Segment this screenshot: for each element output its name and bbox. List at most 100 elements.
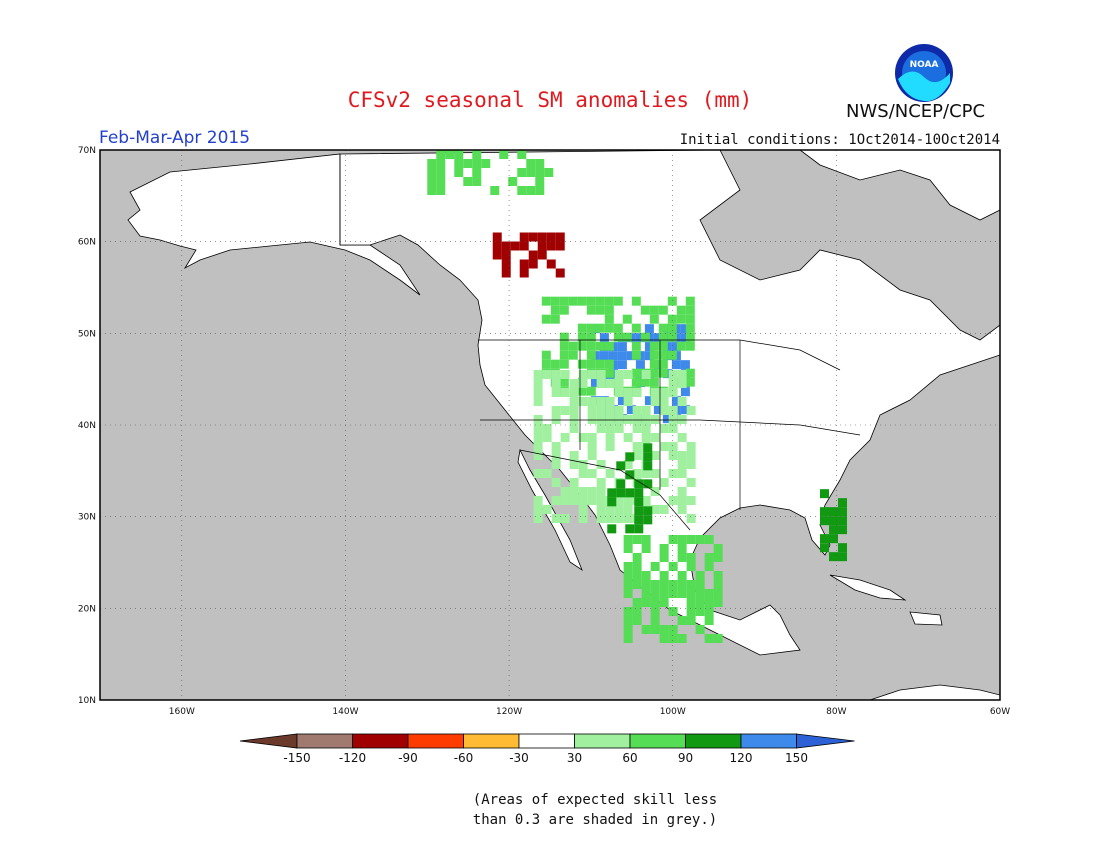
anomaly-cell-rockies-wet <box>677 496 687 505</box>
lon-tick-label: 60W <box>990 707 1010 715</box>
anomaly-cell-northern-plains-wet <box>617 351 627 361</box>
lat-tick-label: 40N <box>78 421 96 431</box>
anomaly-cell-canadian-prairies-wet <box>685 296 695 306</box>
legend-tick-label: -150 <box>283 751 310 765</box>
lon-tick-label: 160W <box>169 707 195 715</box>
anomaly-cell-alaska-north-wet <box>454 150 464 159</box>
cuba-land <box>829 574 907 601</box>
anomaly-cell-rockies-wet <box>677 379 687 388</box>
anomaly-cell-canadian-prairies-wet <box>604 296 614 306</box>
anomaly-cell-yukon-dry <box>501 241 511 251</box>
anomaly-cell-mexico-west-wet <box>632 616 642 625</box>
anomaly-cell-canadian-prairies-wet <box>595 296 605 306</box>
anomaly-cell-rockies-wet <box>569 451 579 460</box>
anomaly-cell-rockies-wet <box>668 415 678 424</box>
anomaly-cell-mexico-west-wet <box>641 589 651 598</box>
anomaly-cell-yukon-dry <box>501 268 511 278</box>
anomaly-cell-canadian-prairies-wet <box>613 296 623 306</box>
anomaly-cell-yukon-dry <box>528 250 538 260</box>
anomaly-cell-northern-plains-wet <box>671 360 681 370</box>
anomaly-cell-canadian-prairies-wet <box>631 350 641 360</box>
anomaly-cell-canadian-prairies-wet <box>586 332 596 342</box>
anomaly-cell-alaska-north-wet <box>454 168 464 177</box>
anomaly-cell-mexico-west-wet <box>623 607 633 616</box>
anomaly-cell-canadian-prairies-wet <box>667 332 677 342</box>
anomaly-cell-texas-mexico-wet <box>616 488 626 498</box>
anomaly-cell-alaska-north-wet <box>427 186 437 195</box>
anomaly-cell-rockies-wet <box>632 406 642 415</box>
legend-cell <box>518 733 575 749</box>
anomaly-cell-rockies-wet <box>605 406 615 415</box>
legend-tick-label: 150 <box>785 751 808 765</box>
anomaly-cell-mexico-west-wet <box>650 607 660 616</box>
anomaly-cell-rockies-wet <box>623 460 633 469</box>
anomaly-cell-texas-mexico-wet <box>643 479 653 489</box>
anomaly-cell-mexico-west-wet <box>677 544 687 553</box>
anomaly-cell-canadian-prairies-wet <box>649 359 659 369</box>
anomaly-cell-canadian-prairies-wet <box>595 305 605 315</box>
anomaly-cell-mexico-west-wet <box>713 598 723 607</box>
anomaly-cell-northern-plains-wet <box>617 396 627 406</box>
anomaly-cell-rockies-wet <box>668 379 678 388</box>
anomaly-cell-rockies-wet <box>650 397 660 406</box>
anomaly-cell-rockies-wet <box>533 415 543 424</box>
anomaly-cell-canadian-prairies-wet <box>595 341 605 351</box>
anomaly-cell-mexico-west-wet <box>704 634 714 643</box>
anomaly-cell-mexico-west-wet <box>650 598 660 607</box>
anomaly-cell-rockies-wet <box>677 433 687 442</box>
anomaly-cell-northern-plains-wet <box>680 333 690 343</box>
anomaly-cell-mexico-west-wet <box>632 598 642 607</box>
anomaly-cell-rockies-wet <box>569 379 579 388</box>
anomaly-cell-canadian-prairies-wet <box>649 350 659 360</box>
anomaly-cell-rockies-wet <box>650 469 660 478</box>
legend-cell <box>296 733 353 749</box>
anomaly-cell-rockies-wet <box>623 514 633 523</box>
anomaly-cell-mexico-west-wet <box>677 553 687 562</box>
anomaly-cell-mexico-west-wet <box>659 625 669 634</box>
anomaly-cell-canadian-prairies-wet <box>541 359 551 369</box>
anomaly-cell-mexico-west-wet <box>677 535 687 544</box>
anomaly-cell-rockies-wet <box>587 469 597 478</box>
anomaly-cell-yukon-dry <box>519 259 529 269</box>
lat-tick-label: 50N <box>78 329 96 339</box>
anomaly-cell-rockies-wet <box>668 496 678 505</box>
anomaly-cell-rockies-wet <box>569 487 579 496</box>
anomaly-cell-rockies-wet <box>533 424 543 433</box>
anomaly-cell-rockies-wet <box>677 370 687 379</box>
anomaly-cell-alaska-north-wet <box>472 150 482 159</box>
anomaly-cell-rockies-wet <box>596 397 606 406</box>
anomaly-cell-canadian-prairies-wet <box>595 323 605 333</box>
anomaly-cell-alaska-north-wet <box>472 159 482 168</box>
anomaly-cell-rockies-wet <box>596 505 606 514</box>
lat-tick-label: 20N <box>78 604 96 614</box>
anomaly-cell-mexico-west-wet <box>704 589 714 598</box>
anomaly-cell-rockies-wet <box>632 388 642 397</box>
anomaly-cell-mexico-west-wet <box>650 580 660 589</box>
anomaly-cell-northern-plains-wet <box>644 351 654 361</box>
anomaly-cell-rockies-wet <box>668 469 678 478</box>
anomaly-cell-mexico-west-wet <box>695 589 705 598</box>
anomaly-cell-mexico-west-wet <box>713 571 723 580</box>
anomaly-cell-mexico-west-wet <box>677 580 687 589</box>
anomaly-cell-rockies-wet <box>533 370 543 379</box>
anomaly-cell-canadian-prairies-wet <box>640 305 650 315</box>
anomaly-cell-canadian-prairies-wet <box>685 368 695 378</box>
anomaly-cell-mexico-west-wet <box>677 616 687 625</box>
anomaly-cell-mexico-west-wet <box>632 571 642 580</box>
anomaly-cell-canadian-prairies-wet <box>685 332 695 342</box>
anomaly-cell-yukon-dry <box>501 250 511 260</box>
anomaly-cell-rockies-wet <box>632 442 642 451</box>
anomaly-cell-alaska-north-wet <box>436 159 446 168</box>
anomaly-cell-mexico-west-wet <box>641 571 651 580</box>
anomaly-cell-alaska-north-wet <box>526 186 536 195</box>
legend-tick-label: -60 <box>454 751 474 765</box>
anomaly-cell-canadian-prairies-wet <box>541 314 551 324</box>
anomaly-cell-rockies-wet <box>686 460 696 469</box>
anomaly-cell-canadian-prairies-wet <box>622 314 632 324</box>
anomaly-cell-canadian-prairies-wet <box>559 377 569 387</box>
anomaly-cell-rockies-wet <box>551 460 561 469</box>
anomaly-cell-canadian-prairies-wet <box>631 323 641 333</box>
anomaly-cell-rockies-wet <box>560 406 570 415</box>
latitude-labels: 10N 20N 30N 40N 50N 60N 70N <box>78 146 96 706</box>
anomaly-cell-rockies-wet <box>614 415 624 424</box>
